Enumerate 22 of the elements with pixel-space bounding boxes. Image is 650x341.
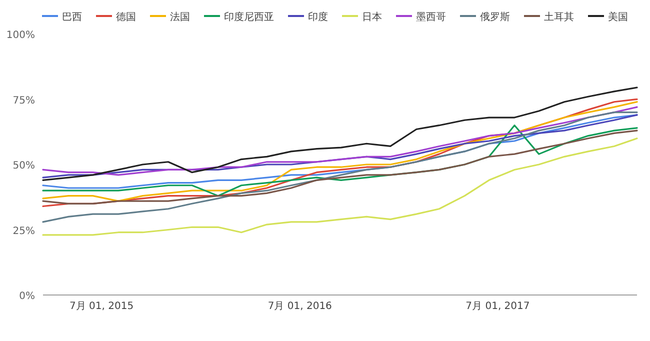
legend-label: 印度 [308,11,328,23]
y-tick-label: 0% [19,291,35,302]
legend-label: 俄罗斯 [480,11,510,23]
y-tick-label: 75% [12,95,35,106]
line-series [42,130,638,204]
y-tick-label: 50% [12,160,35,172]
legend-label: 巴西 [62,12,82,23]
y-tick-label: 25% [12,226,35,237]
line-series [42,112,638,223]
line-series [42,138,638,236]
x-tick-label: 7月 01, 2015 [69,301,134,312]
legend-label: 日本 [362,11,382,23]
legend-label: 墨西哥 [416,12,446,23]
legend-label: 美国 [608,11,628,23]
line-series [42,86,638,181]
y-tick-label: 100% [6,30,35,41]
legend-label: 德国 [116,12,136,23]
x-tick-label: 7月 01, 2017 [466,301,530,312]
legend-label: 法国 [170,11,190,23]
legend-label: 土耳其 [544,11,574,23]
legend-label: 印度尼西亚 [224,11,274,23]
x-tick-label: 7月 01, 2016 [268,301,332,312]
